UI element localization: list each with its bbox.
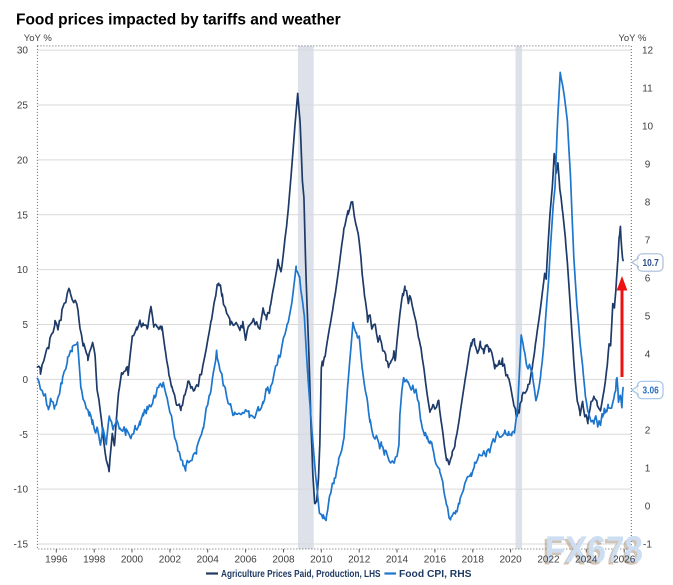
svg-text:8: 8 (645, 198, 651, 209)
svg-text:2: 2 (645, 426, 651, 437)
svg-text:FX678: FX678 (543, 532, 641, 573)
svg-text:0: 0 (645, 502, 651, 513)
svg-text:Food CPI, RHS: Food CPI, RHS (399, 568, 472, 580)
svg-text:2008: 2008 (272, 555, 295, 566)
svg-text:-15: -15 (14, 540, 29, 551)
svg-text:2010: 2010 (310, 555, 333, 566)
svg-text:5: 5 (645, 312, 651, 323)
svg-text:1998: 1998 (83, 555, 106, 566)
svg-text:12: 12 (642, 46, 654, 57)
svg-text:7: 7 (645, 236, 651, 247)
svg-text:1: 1 (645, 464, 651, 475)
svg-text:2016: 2016 (424, 555, 447, 566)
svg-text:2018: 2018 (462, 555, 485, 566)
svg-text:-10: -10 (14, 485, 29, 496)
svg-text:2006: 2006 (234, 555, 257, 566)
svg-text:15: 15 (17, 210, 29, 221)
svg-text:10.7: 10.7 (643, 258, 660, 269)
svg-text:11: 11 (642, 84, 653, 95)
svg-text:2012: 2012 (348, 555, 371, 566)
svg-text:4: 4 (645, 350, 651, 361)
svg-text:2004: 2004 (197, 555, 220, 566)
svg-text:-5: -5 (19, 430, 28, 441)
svg-text:FX678: FX678 (545, 529, 643, 570)
svg-text:9: 9 (645, 160, 651, 171)
svg-text:1996: 1996 (45, 555, 68, 566)
svg-text:10: 10 (642, 122, 654, 133)
svg-text:YoY %: YoY % (24, 33, 53, 44)
svg-text:2002: 2002 (159, 555, 182, 566)
svg-text:30: 30 (17, 46, 29, 57)
svg-text:0: 0 (22, 375, 28, 386)
svg-text:Food prices impacted by tariff: Food prices impacted by tariffs and weat… (16, 12, 341, 29)
svg-text:2022: 2022 (537, 555, 560, 566)
svg-text:5: 5 (22, 320, 28, 331)
svg-text:YoY %: YoY % (618, 33, 647, 44)
svg-text:10: 10 (17, 265, 29, 276)
svg-text:20: 20 (17, 156, 29, 167)
svg-text:25: 25 (17, 101, 29, 112)
svg-text:2020: 2020 (499, 555, 522, 566)
svg-text:2000: 2000 (121, 555, 144, 566)
svg-text:2024: 2024 (575, 555, 598, 566)
svg-text:3.06: 3.06 (643, 386, 660, 397)
svg-text:2026: 2026 (613, 555, 636, 566)
svg-text:Agriculture Prices Paid, Produ: Agriculture Prices Paid, Production, LHS (221, 568, 381, 580)
svg-text:2014: 2014 (386, 555, 409, 566)
svg-text:-1: -1 (643, 540, 652, 551)
svg-text:6: 6 (645, 274, 651, 285)
